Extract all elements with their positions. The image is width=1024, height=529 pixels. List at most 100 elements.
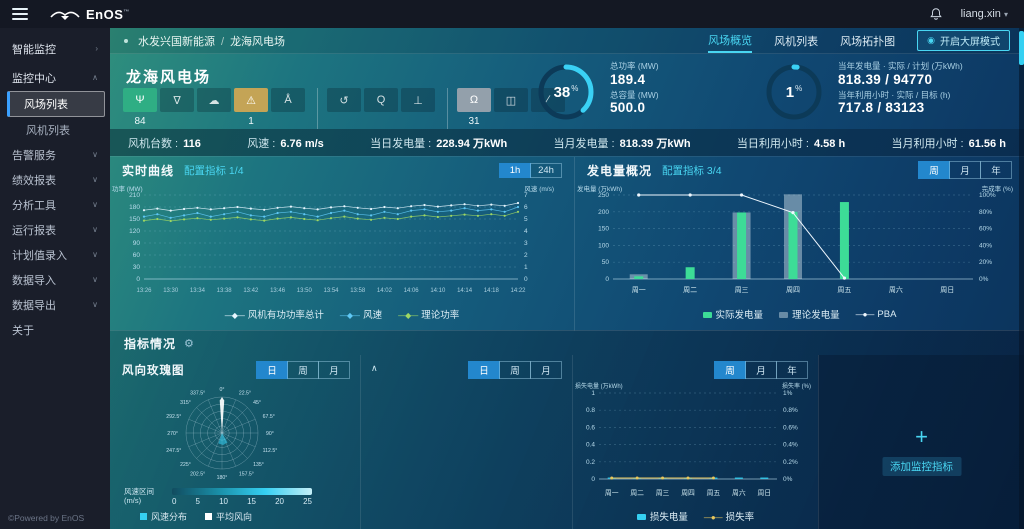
svg-text:210: 210: [129, 192, 140, 199]
toggle-button[interactable]: 周: [287, 361, 319, 379]
toggle-button[interactable]: 24h: [530, 162, 562, 178]
turbine-status-restarting-icon[interactable]: ↺: [327, 88, 361, 112]
hamburger-menu-icon[interactable]: [12, 8, 28, 20]
toggle-button[interactable]: 1h: [499, 162, 531, 178]
fullscreen-mode-button[interactable]: ◉ 开启大屏模式: [917, 30, 1010, 51]
scrollbar[interactable]: [1019, 28, 1024, 529]
turbine-status-running-icon[interactable]: Ψ: [123, 88, 157, 112]
svg-text:100: 100: [598, 242, 609, 249]
chevron-icon: ∨: [92, 275, 98, 284]
svg-text:250: 250: [598, 192, 609, 199]
legend-item[interactable]: 平均风向: [205, 510, 252, 523]
toggle-button[interactable]: 日: [468, 361, 500, 379]
view-tab[interactable]: 风机列表: [774, 35, 819, 48]
config-indicators-link[interactable]: 配置指标 1/4: [184, 164, 244, 177]
turbine-status: Ω 31: [447, 88, 491, 129]
svg-text:周一: 周一: [605, 489, 619, 497]
turbine-status-offline-icon[interactable]: Ω: [457, 88, 491, 112]
toggle-button[interactable]: 周: [714, 361, 746, 379]
svg-text:7: 7: [524, 192, 528, 199]
toggle-button[interactable]: 周: [499, 361, 531, 379]
sidebar-item[interactable]: 运行报表 ∨: [0, 217, 110, 242]
sidebar-item-label: 运行报表: [12, 224, 56, 237]
legend-item[interactable]: —◆— 理论功率: [398, 310, 460, 321]
view-tab[interactable]: 风场拓扑图: [840, 35, 896, 48]
loss-chart: 0 0% 0.2 0.2% 0.4 0.4% 0.6 0.6% 0.8 0.8% 1 1% 周一 周二 周三…: [575, 382, 811, 497]
sidebar-item-label: 智能监控: [12, 43, 56, 56]
svg-text:90: 90: [133, 240, 141, 247]
farm-stat: 当月利用小时 : 61.56 h: [891, 137, 1006, 150]
farm-stat: 风机台数 : 116: [128, 137, 201, 150]
sidebar-item[interactable]: 分析工具 ∨: [0, 192, 110, 217]
legend-item[interactable]: —◆— 风机有功功率总计: [224, 310, 324, 321]
realtime-panel: 实时曲线 配置指标 1/4 1h 24h 0 30 60 90 120 150 180 210 0…: [110, 157, 575, 331]
toggle-button[interactable]: 月: [745, 361, 777, 379]
legend-item[interactable]: —◆— 风速: [339, 310, 383, 321]
sidebar: 智能监控 › 监控中心 ∧ 风场列表 风机列表 告警服务 ∨ 绩效报表 ∨ 分析工具 ∨ 运行报表 ∨ 计划…: [0, 28, 110, 529]
svg-text:周四: 周四: [786, 286, 800, 294]
svg-text:14:14: 14:14: [457, 288, 473, 294]
turbine-status-weather-icon[interactable]: ☁: [197, 88, 231, 112]
legend-marker: —●—: [855, 309, 875, 319]
period-toggle: 日周月: [468, 361, 562, 379]
legend-item[interactable]: 实际发电量: [702, 307, 763, 321]
sidebar-item[interactable]: 风场列表: [7, 91, 105, 117]
legend-item[interactable]: 理论发电量: [779, 307, 840, 321]
sidebar-item[interactable]: 数据导出 ∨: [0, 292, 110, 317]
toggle-button[interactable]: 月: [318, 361, 350, 379]
turbine-status-stopped-icon[interactable]: ⊥: [401, 88, 435, 112]
sidebar-item[interactable]: 绩效报表 ∨: [0, 167, 110, 192]
scrollbar-thumb[interactable]: [1019, 31, 1024, 65]
svg-text:1%: 1%: [783, 390, 793, 397]
svg-text:292.5°: 292.5°: [166, 414, 181, 420]
view-tab[interactable]: 风场概览: [708, 29, 753, 53]
sidebar-item[interactable]: 关于: [0, 317, 110, 342]
mode-icon: ◉: [927, 35, 935, 45]
toggle-button[interactable]: 年: [776, 361, 808, 379]
legend-item[interactable]: —●— PBA: [855, 308, 897, 320]
legend-marker: —◆—: [339, 311, 360, 320]
config-indicators-link[interactable]: 配置指标 3/4: [662, 164, 722, 177]
view-tabs: 风场概览 风机列表 风场拓扑图: [708, 29, 917, 53]
svg-text:周日: 周日: [940, 286, 954, 294]
toggle-button[interactable]: 月: [949, 161, 981, 179]
turbine-status-standby-icon[interactable]: ∇: [160, 88, 194, 112]
svg-text:13:50: 13:50: [297, 288, 313, 294]
toggle-button[interactable]: 月: [530, 361, 562, 379]
svg-text:13:30: 13:30: [163, 288, 179, 294]
sidebar-item[interactable]: 智能监控 ›: [0, 36, 110, 61]
svg-text:14:06: 14:06: [404, 288, 420, 294]
charts-row: 实时曲线 配置指标 1/4 1h 24h 0 30 60 90 120 150 180 210 0…: [110, 156, 1024, 331]
svg-text:14:22: 14:22: [510, 288, 526, 294]
breadcrumb-parent[interactable]: 水发兴国新能源: [138, 35, 215, 48]
legend-item[interactable]: —●— 损失率: [703, 512, 755, 523]
svg-text:0.6: 0.6: [586, 424, 595, 431]
sidebar-item[interactable]: 数据导入 ∨: [0, 267, 110, 292]
svg-text:4: 4: [524, 228, 528, 235]
sidebar-item-label: 监控中心: [12, 72, 56, 85]
legend-item[interactable]: 风速分布: [140, 510, 187, 523]
sidebar-item-label: 计划值录入: [12, 249, 67, 262]
svg-text:2: 2: [524, 252, 528, 259]
sidebar-item[interactable]: 监控中心 ∧: [0, 65, 110, 90]
user-menu[interactable]: liang.xin ▾: [960, 8, 1008, 20]
svg-text:247.5°: 247.5°: [166, 448, 181, 454]
panel-title: 风向玫瑰图: [122, 365, 185, 377]
legend-marker: [636, 514, 646, 520]
turbine-status-warning-icon[interactable]: ⚠: [234, 88, 268, 112]
turbine-status-inspecting-icon[interactable]: Q: [364, 88, 398, 112]
collapse-caret-icon[interactable]: ∧: [371, 363, 378, 373]
add-indicator-card[interactable]: + 添加监控指标: [818, 355, 1024, 529]
sidebar-item[interactable]: 计划值录入 ∨: [0, 242, 110, 267]
toggle-button[interactable]: 周: [918, 161, 950, 179]
gear-icon[interactable]: ⚙: [184, 337, 194, 350]
toggle-button[interactable]: 年: [980, 161, 1012, 179]
sidebar-item[interactable]: 告警服务 ∨: [0, 142, 110, 167]
legend-item[interactable]: 损失电量: [636, 509, 688, 523]
notification-bell-icon[interactable]: [929, 7, 943, 21]
sidebar-item[interactable]: 风机列表: [0, 118, 110, 142]
turbine-status-no-connection-icon[interactable]: ◫: [494, 88, 528, 112]
turbine-status: ⚠ 1: [234, 88, 268, 129]
turbine-status-derated-icon[interactable]: Å: [271, 88, 305, 112]
toggle-button[interactable]: 日: [256, 361, 288, 379]
